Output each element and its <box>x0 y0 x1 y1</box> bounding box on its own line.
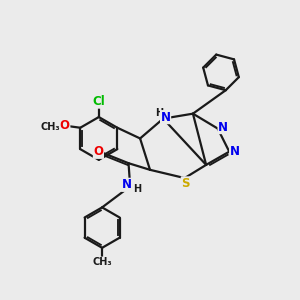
Text: Cl: Cl <box>92 95 105 108</box>
Text: N: N <box>230 145 240 158</box>
Text: O: O <box>60 119 70 132</box>
Text: S: S <box>181 177 190 190</box>
Text: H: H <box>155 108 163 118</box>
Text: O: O <box>93 145 103 158</box>
Text: CH₃: CH₃ <box>92 257 112 267</box>
Text: CH₃: CH₃ <box>40 122 60 132</box>
Text: N: N <box>218 121 228 134</box>
Text: H: H <box>133 184 141 194</box>
Text: N: N <box>160 111 171 124</box>
Text: N: N <box>122 178 132 191</box>
